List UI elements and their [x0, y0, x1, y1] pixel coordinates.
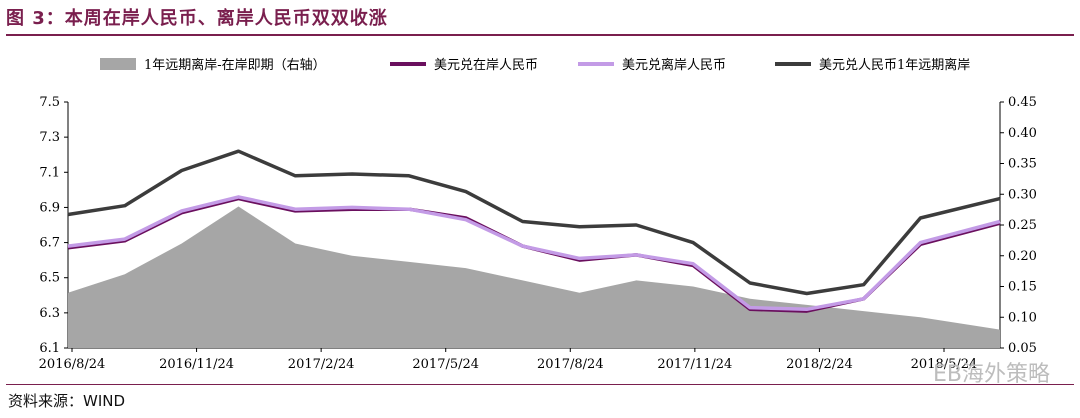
right-tick-label: 0.45	[1008, 95, 1037, 110]
right-tick-label: 0.40	[1008, 126, 1037, 141]
left-tick-label: 6.9	[39, 200, 60, 215]
left-tick-label: 7.1	[39, 165, 60, 180]
right-tick-label: 0.35	[1008, 157, 1037, 172]
legend-label: 1年远期离岸-在岸即期（右轴）	[144, 57, 326, 73]
line-series-group	[67, 149, 1001, 313]
legend-label: 美元兑离岸人民币	[622, 57, 726, 73]
title-rule	[6, 34, 1074, 36]
right-tick-label: 0.20	[1008, 249, 1037, 264]
legend-label: 美元兑在岸人民币	[434, 58, 538, 73]
x-tick-label: 2017/8/24	[537, 357, 604, 372]
x-tick-label: 2017/11/24	[657, 357, 732, 372]
right-axis: 0.05 0.10 0.15 0.20 0.25 0.30 0.35 0.40 0.45	[1000, 95, 1037, 356]
left-tick-label: 7.5	[39, 95, 60, 110]
right-tick-label: 0.10	[1008, 310, 1037, 325]
legend-swatch-spread	[100, 58, 136, 70]
left-axis: 6.1 6.3 6.5 6.7 6.9 7.1 7.3 7.5	[39, 95, 68, 356]
spread-area	[68, 206, 1000, 348]
x-tick-label: 2016/8/24	[39, 357, 106, 372]
left-tick-label: 6.3	[39, 306, 60, 321]
x-tick-label: 2016/11/24	[159, 357, 234, 372]
right-tick-label: 0.15	[1008, 280, 1037, 295]
left-tick-label: 6.7	[39, 236, 60, 251]
figure-title: 图 3：本周在岸人民币、离岸人民币双双收涨	[6, 8, 388, 29]
offshore-rate-line	[67, 195, 1001, 312]
x-tick-label: 2018/5/24	[911, 357, 978, 372]
left-tick-label: 6.5	[39, 271, 60, 286]
left-tick-label: 6.1	[39, 341, 60, 356]
right-tick-label: 0.25	[1008, 218, 1037, 233]
chart-legend: 1年远期离岸-在岸即期（右轴） 美元兑在岸人民币 美元兑离岸人民币 美元兑人民币1年远…	[100, 57, 970, 73]
source-note: 资料来源：WIND	[8, 392, 126, 410]
right-tick-label: 0.05	[1008, 341, 1037, 356]
left-tick-label: 7.3	[39, 130, 60, 145]
right-tick-label: 0.30	[1008, 187, 1037, 202]
legend-label: 美元兑人民币1年远期离岸	[819, 57, 970, 73]
chart: 1年远期离岸-在岸即期（右轴） 美元兑在岸人民币 美元兑离岸人民币 美元兑人民币1年远…	[39, 57, 1037, 372]
footer-rule	[6, 384, 1074, 385]
watermark-text: EB海外策略	[933, 362, 1050, 387]
x-axis: 2016/8/24 2016/11/24 2017/2/24 2017/5/24 201…	[39, 348, 978, 372]
x-tick-label: 2017/2/24	[288, 357, 355, 372]
x-tick-label: 2018/2/24	[786, 357, 853, 372]
x-tick-label: 2017/5/24	[412, 357, 479, 372]
spread-area-series	[68, 206, 1000, 348]
forward-rate-line	[67, 149, 1001, 296]
